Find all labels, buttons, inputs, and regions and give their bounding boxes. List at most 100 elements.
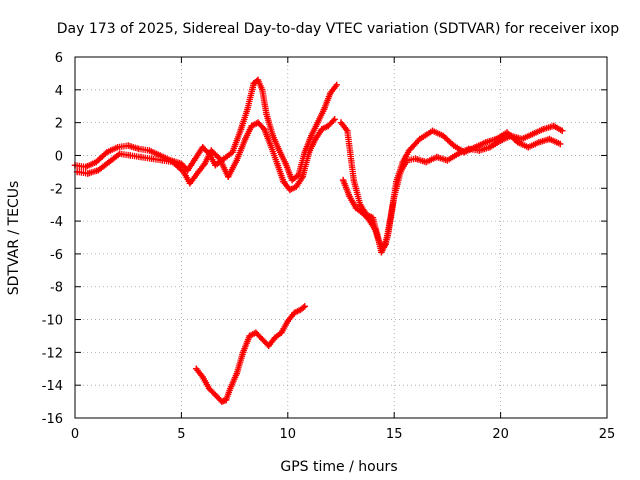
- data-point: [276, 147, 283, 154]
- data-point: [290, 309, 298, 317]
- data-point: [169, 158, 177, 166]
- data-point: [159, 157, 166, 164]
- series-track-d: [339, 127, 564, 251]
- data-point: [271, 334, 279, 341]
- data-point: [405, 147, 413, 154]
- data-point: [369, 214, 377, 222]
- data-point: [259, 86, 266, 94]
- data-point: [376, 239, 383, 246]
- data-point: [225, 173, 232, 180]
- data-point: [482, 139, 489, 146]
- data-point: [539, 126, 547, 133]
- data-point: [529, 130, 536, 138]
- data-point: [233, 370, 240, 377]
- data-point: [248, 122, 255, 130]
- data-point: [239, 349, 247, 356]
- series-track-b: [73, 116, 338, 194]
- data-points: [71, 76, 566, 405]
- data-point: [429, 127, 436, 135]
- data-point: [195, 168, 202, 176]
- data-point: [556, 140, 564, 148]
- data-point: [180, 168, 187, 176]
- data-point: [378, 249, 385, 256]
- data-point: [308, 132, 315, 139]
- data-point: [493, 135, 500, 143]
- data-point: [252, 329, 260, 336]
- y-tick-label: -14: [42, 379, 63, 394]
- data-point: [84, 170, 91, 177]
- data-point: [293, 183, 300, 190]
- data-point: [265, 342, 272, 349]
- data-point: [356, 201, 364, 208]
- data-point: [337, 119, 345, 126]
- data-point: [114, 144, 121, 151]
- data-point: [535, 139, 543, 146]
- y-tick-label: 0: [55, 149, 63, 164]
- data-point: [199, 144, 206, 151]
- data-point: [250, 80, 257, 87]
- y-tick-label: 2: [55, 117, 63, 132]
- data-point: [359, 209, 366, 217]
- y-tick-label: -16: [42, 412, 63, 427]
- data-point: [444, 157, 451, 164]
- axis-ticks: 0 5 10 15 20 25 -16 -14 -12 -10 -8 -6 -4 -2 0 2 4 6: [42, 51, 616, 442]
- data-point: [331, 116, 338, 123]
- data-point: [318, 126, 326, 133]
- data-point: [450, 142, 457, 149]
- x-tick-label: 20: [492, 427, 509, 442]
- data-point: [280, 178, 287, 185]
- data-point: [454, 150, 462, 158]
- y-tick-label: -10: [42, 314, 63, 329]
- data-point: [433, 153, 440, 161]
- y-tick-label: 4: [55, 84, 63, 99]
- data-point: [273, 160, 281, 167]
- data-point: [259, 336, 266, 343]
- data-point: [514, 139, 521, 146]
- data-point: [216, 155, 223, 162]
- y-tick-label: -12: [42, 346, 63, 361]
- data-point: [244, 106, 251, 113]
- data-point: [399, 158, 406, 166]
- data-point: [439, 132, 447, 139]
- data-point: [125, 142, 132, 149]
- data-point: [233, 157, 240, 164]
- data-point: [486, 144, 494, 151]
- data-point: [284, 317, 291, 325]
- series-track-e: [193, 303, 309, 405]
- data-point: [288, 176, 296, 184]
- data-point: [350, 176, 357, 184]
- data-point: [339, 176, 347, 184]
- data-point: [148, 155, 155, 162]
- data-point: [190, 157, 198, 164]
- data-point: [269, 132, 277, 139]
- data-point: [503, 129, 511, 136]
- x-tick-label: 15: [386, 427, 403, 442]
- x-tick-label: 10: [280, 427, 297, 442]
- data-point: [116, 150, 123, 158]
- data-point: [327, 89, 334, 97]
- y-tick-label: 6: [55, 51, 63, 66]
- data-point: [346, 193, 353, 200]
- data-point: [314, 119, 321, 126]
- data-point: [267, 142, 274, 149]
- data-point: [412, 155, 419, 162]
- data-point: [286, 186, 294, 194]
- data-point: [93, 158, 100, 166]
- data-point: [184, 167, 191, 174]
- plot-frame: [74, 56, 608, 419]
- y-tick-label: -6: [50, 248, 63, 263]
- data-point: [127, 152, 134, 159]
- data-point: [325, 122, 332, 130]
- data-point: [261, 126, 268, 133]
- data-point: [546, 135, 553, 143]
- data-point: [278, 329, 285, 336]
- data-point: [237, 126, 245, 133]
- data-point: [205, 385, 213, 392]
- data-point: [320, 106, 328, 113]
- chart-title: Day 173 of 2025, Sidereal Day-to-day VTE…: [57, 21, 620, 37]
- data-point: [305, 148, 313, 156]
- data-point: [282, 160, 289, 167]
- y-tick-label: -2: [50, 182, 63, 197]
- data-point: [371, 226, 379, 233]
- y-tick-label: -4: [50, 215, 63, 230]
